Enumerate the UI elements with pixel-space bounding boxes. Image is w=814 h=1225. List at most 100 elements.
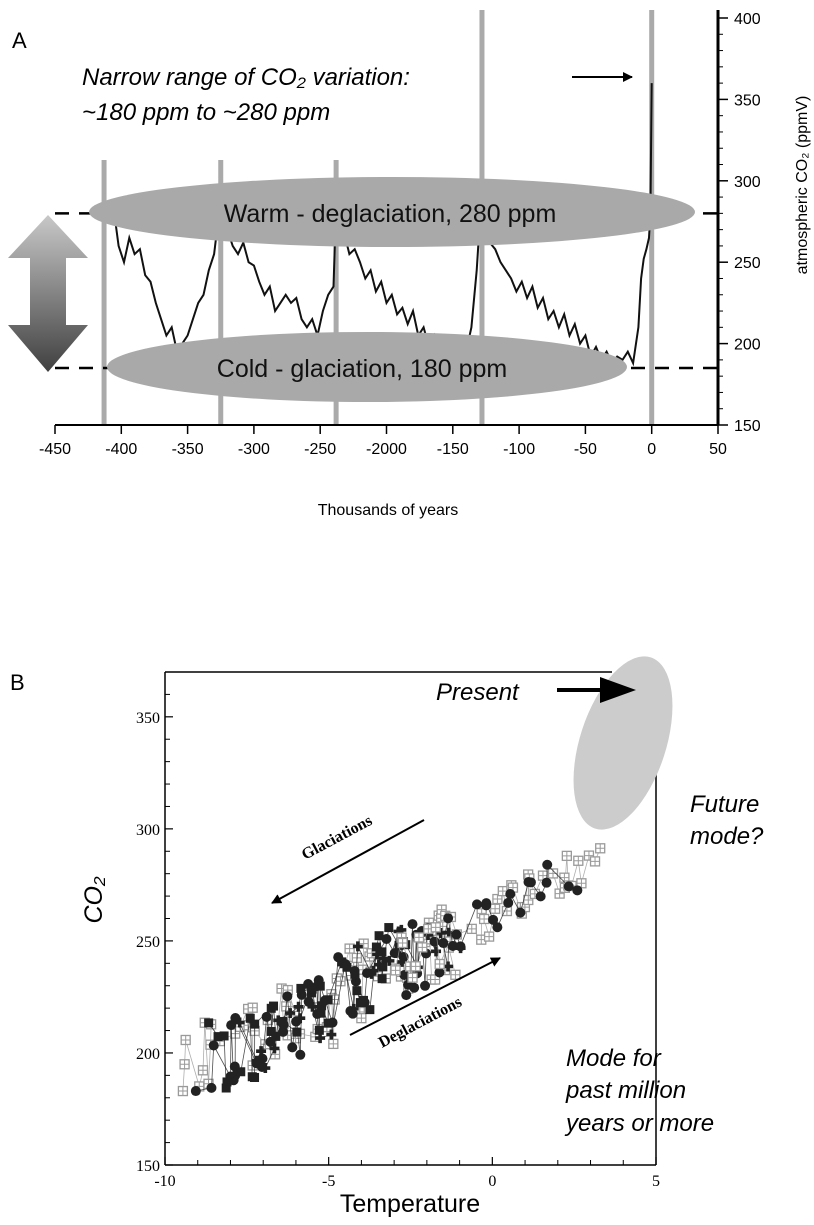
scatter-point xyxy=(293,1001,304,1012)
scatter-point-mark xyxy=(356,1013,366,1023)
scatter-point xyxy=(234,1017,245,1028)
scatter-point xyxy=(492,922,503,933)
range-double-arrow xyxy=(8,215,88,372)
scatter-point xyxy=(447,940,458,951)
cold-label: Cold - glaciation, 180 ppm xyxy=(217,355,507,383)
scatter-point-mark xyxy=(408,973,418,983)
scatter-point-mark xyxy=(502,906,512,916)
scatter-point xyxy=(420,980,431,991)
scatter-point xyxy=(307,1001,318,1012)
scatter-point-mark xyxy=(430,975,440,985)
scatter-point xyxy=(278,1026,289,1037)
scatter-point xyxy=(315,1033,326,1044)
mode-past-line1: Mode for xyxy=(566,1045,662,1072)
scatter-point-mark xyxy=(435,959,445,969)
scatter-point xyxy=(542,859,553,870)
scatter-point xyxy=(368,965,379,976)
scatter-point xyxy=(282,991,293,1002)
scatter-point xyxy=(316,1008,326,1018)
scatter-point-mark xyxy=(335,976,345,986)
scatter-point-mark xyxy=(248,1003,258,1013)
b-x-axis-label: Temperature xyxy=(340,1190,480,1218)
scatter-point xyxy=(339,961,350,972)
scatter-point xyxy=(352,941,363,952)
scatter-point-mark xyxy=(450,970,460,980)
scatter-point xyxy=(401,990,412,1001)
a-x-tick-label: -250 xyxy=(304,441,336,458)
scatter-point-mark xyxy=(391,965,401,975)
future-mode-line1: Future xyxy=(690,791,759,818)
a-y-tick-label: 250 xyxy=(734,255,761,272)
scatter-point xyxy=(572,885,583,896)
scatter-point xyxy=(381,933,392,944)
scatter-point xyxy=(295,1013,306,1024)
scatter-point-mark xyxy=(398,938,408,948)
scatter-point xyxy=(443,913,454,924)
scatter-point xyxy=(377,947,387,957)
scatter-point xyxy=(455,941,466,952)
scatter-point-mark xyxy=(584,851,594,861)
scatter-point xyxy=(378,962,388,972)
scatter-point xyxy=(443,927,454,938)
scatter-point-mark xyxy=(576,878,586,888)
scatter-point-mark xyxy=(417,942,427,952)
a-x-tick-label: -2000 xyxy=(366,441,407,458)
scatter-point xyxy=(256,1046,267,1057)
b-y-tick-label: 300 xyxy=(136,822,160,839)
co2-series-line xyxy=(107,83,653,367)
scatter-point xyxy=(295,1049,306,1060)
scatter-point xyxy=(525,877,536,888)
b-y-tick-label: 350 xyxy=(136,710,160,727)
a-y-ticks: 150 200 250 300 350 400 xyxy=(718,11,761,435)
scatter-point-mark xyxy=(181,1035,191,1045)
scatter-point-mark xyxy=(523,895,533,905)
scatter-point xyxy=(488,914,499,925)
scatter-point xyxy=(245,1013,255,1023)
scatter-point xyxy=(378,953,389,964)
scatter-point xyxy=(260,1063,271,1074)
scatter-point xyxy=(285,1008,296,1019)
scatter-point xyxy=(296,983,306,993)
range-text-line2: ~180 ppm to ~280 ppm xyxy=(82,99,330,126)
scatter-point xyxy=(541,877,552,888)
glaciations-arrow xyxy=(271,819,425,904)
a-y-tick-label: 400 xyxy=(734,11,761,28)
scatter-point xyxy=(204,1018,214,1028)
scatter-point xyxy=(219,1031,229,1041)
scatter-point xyxy=(422,929,433,940)
scatter-point xyxy=(358,995,368,1005)
scatter-point xyxy=(317,1001,327,1011)
scatter-point xyxy=(314,1025,324,1035)
scatter-point xyxy=(515,907,526,918)
scatter-point xyxy=(377,974,387,984)
scatter-point xyxy=(434,967,445,978)
range-text-line1: Narrow range of CO₂ variation: xyxy=(82,64,410,91)
scatter-point xyxy=(407,919,418,930)
b-x-tick-label: -10 xyxy=(154,1173,175,1190)
scatter-point xyxy=(438,938,449,949)
scatter-point-mark xyxy=(490,904,500,914)
scatter-point xyxy=(503,897,514,908)
a-x-tick-label: -100 xyxy=(503,441,535,458)
mode-past-line2: past million xyxy=(565,1077,686,1104)
scatter-point xyxy=(190,1086,201,1097)
glaciations-label: Glaciations xyxy=(299,812,375,863)
scatter-point-mark xyxy=(492,894,502,904)
scatter-point xyxy=(315,981,325,991)
panel-a-chart: Warm - deglaciation, 280 ppm Cold - glac… xyxy=(8,10,811,519)
b-y-axis-label: CO₂ xyxy=(80,876,108,924)
scatter-point xyxy=(213,1032,223,1042)
a-x-tick-label: -350 xyxy=(172,441,204,458)
scatter-point xyxy=(365,1005,375,1015)
scatter-point xyxy=(396,924,407,935)
scatter-point xyxy=(350,969,360,979)
scatter-point xyxy=(384,923,394,933)
scatter-point xyxy=(222,1077,232,1087)
scatter-point-mark xyxy=(479,914,489,924)
scatter-point xyxy=(373,959,384,970)
scatter-point-mark xyxy=(180,1059,190,1069)
scatter-point xyxy=(337,957,347,967)
a-x-tick-label: -50 xyxy=(574,441,597,458)
scatter-point xyxy=(435,927,446,938)
scatter-point-mark xyxy=(414,932,424,942)
